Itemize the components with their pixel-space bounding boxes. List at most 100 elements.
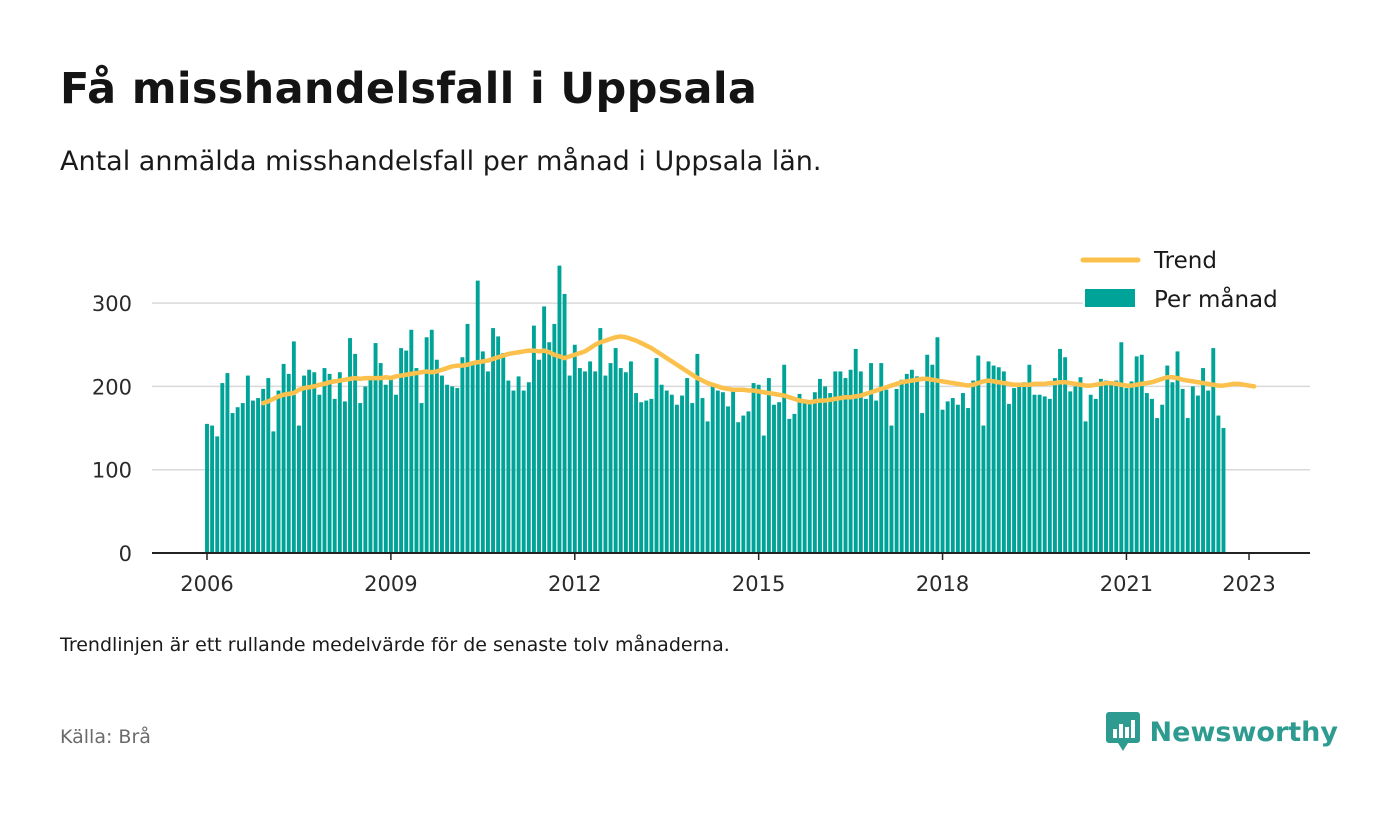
bar (542, 306, 547, 553)
bar (1078, 377, 1083, 553)
bar (235, 407, 240, 553)
bar (1185, 418, 1190, 553)
bar (409, 329, 414, 553)
bar (838, 371, 843, 553)
bar (751, 383, 756, 553)
bar (547, 342, 552, 553)
bar (797, 393, 802, 553)
bar (240, 403, 245, 553)
bar (577, 368, 582, 553)
bar (598, 328, 603, 553)
bar (746, 411, 751, 553)
bar (940, 409, 945, 553)
bar (511, 390, 516, 553)
bar (205, 423, 209, 553)
bar (843, 378, 848, 553)
bar (506, 380, 511, 553)
chart-footnote: Trendlinjen är ett rullande medelvärde f… (60, 634, 730, 656)
bar (833, 371, 838, 553)
bar (210, 425, 215, 553)
bar (281, 363, 286, 553)
bar (884, 389, 889, 553)
bar (741, 415, 746, 553)
bar (460, 357, 465, 553)
bar (1221, 428, 1226, 553)
bar (353, 353, 358, 553)
bar (286, 373, 291, 553)
bar (761, 435, 766, 553)
bar (996, 367, 1001, 553)
chart-subtitle: Antal anmälda misshandelsfall per månad … (60, 146, 822, 177)
bar (629, 361, 633, 553)
bar (429, 329, 434, 553)
bar (715, 390, 720, 553)
bar (1017, 384, 1022, 553)
brand-logo: Newsworthy (1105, 712, 1338, 752)
bar (261, 388, 266, 553)
bar (720, 392, 725, 553)
bar (491, 328, 495, 553)
bar (1206, 390, 1211, 553)
bar (1119, 342, 1124, 553)
bar (496, 336, 501, 553)
bar (296, 425, 301, 553)
bar (312, 372, 317, 553)
bar (1001, 371, 1006, 553)
legend-bar-label: Per månad (1154, 285, 1278, 313)
bar (981, 425, 986, 553)
bar (1098, 378, 1103, 553)
source-credit: Källa: Brå (60, 726, 151, 748)
bar (526, 382, 531, 553)
bar (966, 408, 971, 553)
trend-line (260, 334, 1257, 406)
bar (332, 398, 337, 553)
y-tick-label: 0 (119, 542, 132, 566)
bar (1088, 394, 1093, 553)
bar (307, 369, 312, 553)
bar (342, 401, 347, 553)
bar (909, 369, 914, 553)
bar (1180, 388, 1185, 553)
bar (251, 400, 255, 553)
bar (465, 323, 470, 553)
bar (1129, 381, 1134, 553)
bar (572, 344, 577, 553)
legend: Trend Per månad (1080, 239, 1313, 319)
bar (516, 376, 521, 553)
bar (470, 363, 475, 553)
bar (567, 375, 572, 553)
y-tick-label: 100 (92, 459, 132, 483)
bar (858, 371, 863, 553)
bar (863, 398, 868, 553)
bar (230, 413, 235, 553)
axes: 0 100 200 300 2006 2009 2012 2015 2018 2021 2023 (92, 292, 1310, 596)
bar (955, 404, 960, 553)
bar (812, 392, 817, 553)
bar (613, 348, 618, 553)
bar (424, 337, 429, 553)
bar (818, 378, 822, 553)
bar (669, 394, 674, 553)
x-tick-label: 2012 (548, 572, 601, 596)
bar (828, 393, 833, 553)
bar (680, 395, 684, 553)
bar (327, 373, 332, 553)
bar (1165, 365, 1170, 553)
bar (925, 354, 930, 553)
bar (634, 393, 639, 553)
bar (1170, 382, 1175, 553)
bar (531, 325, 536, 553)
bar (802, 403, 807, 553)
bar (930, 364, 935, 553)
bar (440, 375, 444, 553)
bar (583, 371, 587, 553)
bar (419, 403, 424, 553)
bar (1160, 404, 1165, 553)
bar (557, 265, 562, 553)
legend-bar-swatch (1085, 289, 1135, 307)
bar (935, 337, 940, 553)
bar (1058, 348, 1062, 553)
bar (1175, 351, 1180, 553)
bar (731, 390, 736, 553)
